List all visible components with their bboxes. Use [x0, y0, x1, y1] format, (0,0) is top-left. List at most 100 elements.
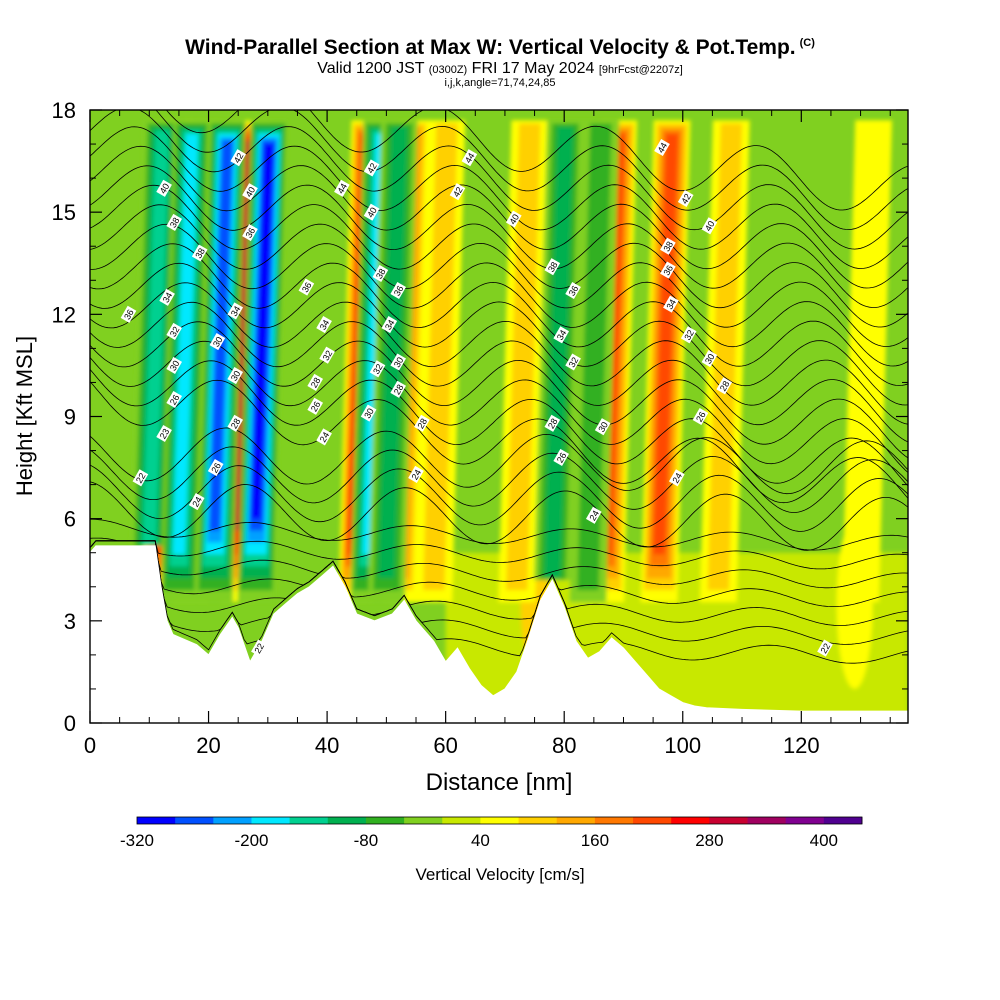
theta-label-bg [381, 316, 398, 334]
colorbar-swatch-16 [747, 817, 787, 824]
theta-label-text: 44 [335, 182, 349, 196]
theta-label-text: 26 [555, 451, 569, 465]
updraft-band-6-level-2 [506, 123, 541, 591]
theta-label-bg [166, 213, 183, 231]
theta-label-text: 24 [318, 430, 332, 444]
theta-label-bg [227, 302, 244, 320]
theta-label-text: 28 [392, 383, 406, 397]
theta-label-text: 24 [587, 509, 601, 523]
theta-label-bg [677, 189, 694, 208]
downdraft-band-5-level-3 [378, 127, 408, 579]
theta-label-45: 28 [544, 414, 561, 432]
theta-label-bg [565, 281, 581, 300]
theta-label-33: 30 [390, 353, 407, 371]
isentrope-line-5 [90, 537, 908, 570]
theta-label-30: 36 [390, 281, 407, 300]
x-tick-label-2: 40 [315, 733, 339, 758]
isentrope-line-18 [90, 243, 908, 386]
theta-label-text: 38 [546, 260, 560, 274]
theta-label-text: 34 [664, 298, 678, 312]
theta-label-text: 28 [309, 376, 323, 390]
theta-label-bg [334, 179, 350, 197]
theta-label-54: 34 [663, 295, 679, 313]
theta-label-50: 42 [677, 189, 694, 208]
theta-label-bg [166, 322, 183, 340]
theta-label-bg [390, 353, 407, 371]
forecast-info: [9hrFcst@2207z] [598, 64, 683, 76]
isentrope-line-3 [90, 540, 908, 607]
theta-label-40: 40 [505, 210, 522, 228]
colorbar-swatch-0 [137, 817, 176, 824]
valid-time: Valid 1200 JST [317, 60, 425, 77]
theta-label-bg [319, 346, 335, 364]
terrain [90, 545, 908, 723]
theta-label-text: 34 [555, 328, 569, 342]
theta-label-bg [408, 465, 424, 483]
theta-label-7: 30 [166, 356, 183, 374]
theta-label-53: 36 [660, 261, 676, 279]
colorbar: -320 -200 -80 40 160 280 400 [120, 816, 863, 850]
theta-label-26: 44 [334, 179, 350, 197]
colorbar-tick-label-4: 160 [581, 831, 609, 850]
isentrope-line-1 [90, 540, 908, 645]
theta-label-bg [553, 326, 570, 344]
theta-label-text: 40 [507, 212, 521, 226]
y-tick-label-6: 18 [52, 98, 76, 123]
theta-label-3: 38 [166, 213, 183, 231]
theta-label-bg [188, 493, 205, 511]
theta-label-text: 44 [463, 151, 477, 165]
downdraft-band-0-level-4 [142, 130, 170, 546]
theta-label-bg [159, 288, 175, 306]
theta-label-29: 38 [372, 264, 389, 283]
chart-title: Wind-Parallel Section at Max W: Vertical… [0, 36, 1000, 60]
theta-label-bg [242, 224, 258, 242]
y-tick-label-2: 6 [64, 507, 76, 532]
chart-subtitle: Valid 1200 JST (0300Z) FRI 17 May 2024 [… [0, 60, 1000, 78]
colorbar-swatch-17 [785, 817, 825, 824]
colorbar-label: Vertical Velocity [cm/s] [415, 865, 584, 884]
theta-label-bg [166, 356, 183, 374]
theta-label-text: 34 [318, 318, 332, 332]
isentrope-line-4 [90, 540, 908, 589]
theta-label-text: 36 [122, 308, 136, 322]
theta-label-bg [227, 414, 244, 432]
theta-label-25: 24 [316, 428, 332, 446]
y-tick-label-1: 3 [64, 609, 76, 634]
theta-label-text: 36 [300, 281, 314, 295]
colorbar-swatch-1 [175, 817, 214, 824]
theta-label-bg [369, 360, 386, 378]
theta-label-47: 30 [594, 418, 611, 436]
isentrope-line-27 [165, 110, 908, 211]
isentrope-line-25 [90, 110, 908, 250]
theta-label-text: 42 [232, 151, 246, 165]
theta-label-36: 28 [414, 414, 430, 432]
updraft-band-9-level-2 [707, 123, 743, 591]
colorbar-frame [136, 816, 863, 825]
theta-label-text: 30 [392, 355, 406, 369]
colorbar-swatch-15 [709, 817, 748, 824]
colorbar-tick-label-2: -80 [354, 831, 379, 850]
theta-label-bg [242, 183, 258, 201]
theta-label-bg [307, 397, 324, 415]
theta-label-bg [120, 305, 137, 323]
theta-label-2: 40 [156, 179, 172, 197]
theta-label-bg [156, 424, 172, 443]
isentrope-line-8 [90, 464, 908, 532]
isentrope-line-13 [90, 340, 908, 473]
theta-label-text: 38 [374, 267, 388, 281]
theta-label-57: 28 [716, 377, 733, 395]
theta-label-text: 34 [383, 318, 397, 332]
theta-label-text: 26 [309, 400, 323, 414]
theta-label-18: 28 [227, 414, 244, 432]
theta-label-text: 28 [718, 379, 732, 393]
isentrope-line-2 [90, 540, 908, 626]
theta-label-text: 30 [211, 335, 225, 349]
theta-label-39: 42 [449, 183, 466, 201]
downdraft-band-1-level-5 [172, 133, 198, 555]
theta-label-bg [191, 244, 208, 262]
theta-label-22: 32 [319, 346, 335, 364]
theta-label-43: 34 [553, 326, 570, 344]
y-tick-label-4: 12 [52, 302, 76, 327]
isentrope-line-20 [90, 204, 908, 347]
isentrope-line-10 [90, 427, 908, 495]
